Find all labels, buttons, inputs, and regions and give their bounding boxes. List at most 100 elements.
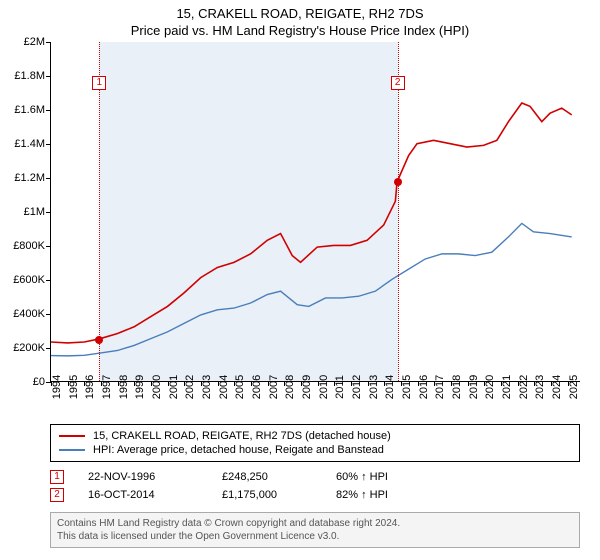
x-tick-mark bbox=[234, 381, 235, 386]
x-tick-mark bbox=[51, 381, 52, 386]
series-hpi bbox=[51, 223, 572, 356]
sale-pct-2: 82% ↑ HPI bbox=[336, 489, 388, 501]
y-tick-label: £1.8M bbox=[14, 70, 45, 82]
x-tick-mark bbox=[318, 381, 319, 386]
y-tick-mark bbox=[46, 76, 51, 77]
x-tick-mark bbox=[551, 381, 552, 386]
y-tick-label: £200K bbox=[13, 342, 45, 354]
plot-svg bbox=[51, 42, 580, 381]
x-tick-label: 2020 bbox=[484, 375, 496, 399]
y-tick-mark bbox=[46, 42, 51, 43]
x-tick-label: 2021 bbox=[501, 375, 513, 399]
series-property bbox=[51, 103, 572, 343]
y-tick-mark bbox=[46, 110, 51, 111]
y-tick-mark bbox=[46, 144, 51, 145]
x-tick-label: 2002 bbox=[184, 375, 196, 399]
x-tick-label: 2010 bbox=[318, 375, 330, 399]
sale-marker-2: 2 bbox=[50, 488, 64, 502]
x-tick-mark bbox=[468, 381, 469, 386]
x-tick-mark bbox=[418, 381, 419, 386]
x-tick-label: 2007 bbox=[268, 375, 280, 399]
chart-plot-area: £0£200K£400K£600K£800K£1M£1.2M£1.4M£1.6M… bbox=[50, 42, 580, 382]
y-tick-label: £0 bbox=[33, 376, 45, 388]
x-tick-label: 2022 bbox=[518, 375, 530, 399]
x-tick-mark bbox=[151, 381, 152, 386]
x-tick-label: 2008 bbox=[284, 375, 296, 399]
y-tick-mark bbox=[46, 314, 51, 315]
sale-price-2: £1,175,000 bbox=[222, 489, 312, 501]
legend-item-hpi: HPI: Average price, detached house, Reig… bbox=[59, 443, 571, 457]
legend-swatch-hpi bbox=[59, 449, 85, 451]
x-tick-mark bbox=[134, 381, 135, 386]
x-tick-mark bbox=[101, 381, 102, 386]
x-tick-mark bbox=[401, 381, 402, 386]
legend-label-hpi: HPI: Average price, detached house, Reig… bbox=[93, 444, 384, 456]
sale-event-1: 1 22-NOV-1996 £248,250 60% ↑ HPI bbox=[50, 468, 580, 486]
x-tick-label: 2025 bbox=[568, 375, 580, 399]
x-tick-mark bbox=[218, 381, 219, 386]
x-tick-label: 2024 bbox=[551, 375, 563, 399]
y-tick-label: £2M bbox=[24, 36, 45, 48]
y-tick-label: £1M bbox=[24, 206, 45, 218]
x-tick-mark bbox=[451, 381, 452, 386]
x-tick-mark bbox=[284, 381, 285, 386]
footer-line-1: Contains HM Land Registry data © Crown c… bbox=[57, 517, 573, 530]
x-tick-label: 2006 bbox=[251, 375, 263, 399]
y-tick-label: £1.2M bbox=[14, 172, 45, 184]
x-tick-label: 1997 bbox=[101, 375, 113, 399]
sale-number-box: 2 bbox=[391, 76, 405, 90]
y-tick-mark bbox=[46, 212, 51, 213]
y-tick-label: £1.6M bbox=[14, 104, 45, 116]
y-tick-label: £400K bbox=[13, 308, 45, 320]
sale-number-box: 1 bbox=[92, 76, 106, 90]
y-tick-mark bbox=[46, 280, 51, 281]
sale-marker-1: 1 bbox=[50, 470, 64, 484]
footer-line-2: This data is licensed under the Open Gov… bbox=[57, 530, 573, 543]
x-tick-mark bbox=[334, 381, 335, 386]
x-tick-label: 2017 bbox=[434, 375, 446, 399]
x-tick-mark bbox=[268, 381, 269, 386]
page-title: 15, CRAKELL ROAD, REIGATE, RH2 7DS bbox=[0, 0, 600, 21]
legend-item-property: 15, CRAKELL ROAD, REIGATE, RH2 7DS (deta… bbox=[59, 429, 571, 443]
x-tick-label: 2003 bbox=[201, 375, 213, 399]
x-tick-label: 2004 bbox=[218, 375, 230, 399]
sale-pct-1: 60% ↑ HPI bbox=[336, 471, 388, 483]
attribution-footer: Contains HM Land Registry data © Crown c… bbox=[50, 512, 580, 548]
x-tick-label: 2015 bbox=[401, 375, 413, 399]
x-tick-label: 2014 bbox=[384, 375, 396, 399]
x-tick-mark bbox=[568, 381, 569, 386]
y-tick-label: £1.4M bbox=[14, 138, 45, 150]
x-tick-mark bbox=[168, 381, 169, 386]
sale-date-2: 16-OCT-2014 bbox=[88, 489, 198, 501]
x-tick-mark bbox=[184, 381, 185, 386]
x-tick-mark bbox=[201, 381, 202, 386]
sale-dash-line bbox=[99, 42, 100, 381]
x-tick-mark bbox=[434, 381, 435, 386]
x-tick-label: 2013 bbox=[368, 375, 380, 399]
sale-dash-line bbox=[398, 42, 399, 381]
x-tick-label: 2018 bbox=[451, 375, 463, 399]
sale-price-1: £248,250 bbox=[222, 471, 312, 483]
sale-dot bbox=[95, 336, 103, 344]
x-tick-mark bbox=[301, 381, 302, 386]
x-tick-label: 1999 bbox=[134, 375, 146, 399]
x-tick-label: 2023 bbox=[534, 375, 546, 399]
y-tick-mark bbox=[46, 178, 51, 179]
x-tick-label: 2012 bbox=[351, 375, 363, 399]
y-tick-mark bbox=[46, 246, 51, 247]
x-tick-label: 1995 bbox=[68, 375, 80, 399]
chart-container: 15, CRAKELL ROAD, REIGATE, RH2 7DS Price… bbox=[0, 0, 600, 560]
x-tick-label: 2009 bbox=[301, 375, 313, 399]
y-tick-label: £600K bbox=[13, 274, 45, 286]
legend: 15, CRAKELL ROAD, REIGATE, RH2 7DS (deta… bbox=[50, 424, 580, 462]
x-tick-mark bbox=[484, 381, 485, 386]
x-tick-label: 2005 bbox=[234, 375, 246, 399]
sale-events: 1 22-NOV-1996 £248,250 60% ↑ HPI 2 16-OC… bbox=[50, 468, 580, 504]
x-tick-label: 1996 bbox=[84, 375, 96, 399]
x-tick-mark bbox=[351, 381, 352, 386]
x-tick-mark bbox=[518, 381, 519, 386]
x-tick-mark bbox=[251, 381, 252, 386]
x-tick-label: 2011 bbox=[334, 375, 346, 399]
x-tick-label: 1994 bbox=[51, 375, 63, 399]
x-tick-mark bbox=[368, 381, 369, 386]
